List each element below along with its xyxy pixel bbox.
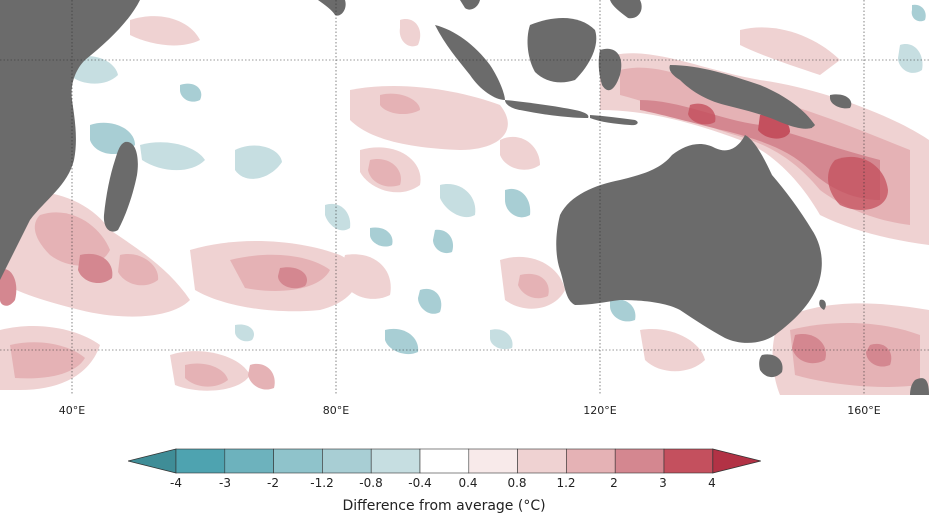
colorbar-bin xyxy=(175,448,226,474)
new-guinea-landmass xyxy=(669,65,815,129)
lon-label-80e: 80°E xyxy=(322,404,350,417)
cbar-tick-label: -0.4 xyxy=(408,476,432,490)
cbar-tick-label: -0.8 xyxy=(359,476,383,490)
cool-anomaly-regions xyxy=(70,4,926,355)
colorbar-bin xyxy=(566,448,616,474)
cbar-tick-label: -3 xyxy=(219,476,231,490)
colorbar-bin xyxy=(468,448,518,474)
colorbar-bin xyxy=(614,448,665,474)
colorbar-bin xyxy=(224,448,274,474)
colorbar-bin xyxy=(517,448,567,474)
lon-label-120e: 120°E xyxy=(583,404,617,417)
borneo-landmass xyxy=(527,18,597,83)
sst-anomaly-map xyxy=(0,0,929,395)
cbar-tick-label: 1.2 xyxy=(556,476,576,490)
australia-landmass xyxy=(556,135,822,343)
cbar-tick-label: -1.2 xyxy=(310,476,334,490)
cbar-tick-label: -4 xyxy=(170,476,182,490)
warm-anomaly-regions xyxy=(0,16,929,395)
colorbar-arrow-high xyxy=(712,448,761,474)
africa-landmass xyxy=(0,0,140,280)
cbar-tick-label: 0.8 xyxy=(507,476,527,490)
colorbar-bin xyxy=(273,448,323,474)
colorbar-title: Difference from average (°C) xyxy=(342,498,546,514)
lon-label-160e: 160°E xyxy=(847,404,881,417)
cbar-tick-label: -2 xyxy=(267,476,279,490)
colorbar-bin xyxy=(663,448,714,474)
java-landmass xyxy=(505,100,589,118)
cbar-tick-label: 0.4 xyxy=(458,476,478,490)
colorbar-bin xyxy=(322,448,372,474)
sumatra-landmass xyxy=(435,25,505,100)
map-canvas xyxy=(0,0,929,395)
land-masses xyxy=(0,0,929,395)
colorbar-arrow-low xyxy=(128,448,177,474)
tasmania-landmass xyxy=(759,354,783,378)
colorbar-bin xyxy=(370,448,421,474)
cbar-tick-label: 2 xyxy=(610,476,618,490)
graticule xyxy=(0,0,929,395)
lon-label-40e: 40°E xyxy=(58,404,86,417)
colorbar xyxy=(128,448,761,474)
cbar-tick-label: 3 xyxy=(659,476,667,490)
colorbar-bin xyxy=(419,448,470,474)
cbar-tick-label: 4 xyxy=(708,476,716,490)
madagascar-landmass xyxy=(103,141,138,232)
